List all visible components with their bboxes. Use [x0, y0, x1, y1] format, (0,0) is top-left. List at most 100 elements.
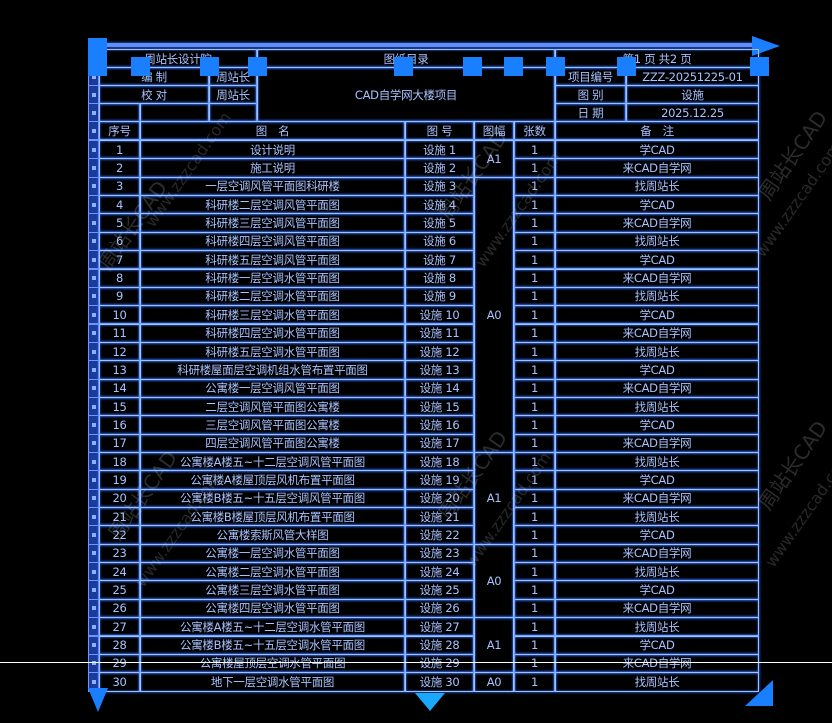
cell-code: 设施 21 [405, 507, 474, 527]
row-handle[interactable] [88, 617, 99, 637]
cell-code: 设施 7 [405, 250, 474, 270]
row-handle[interactable] [88, 158, 99, 178]
row-handle[interactable] [88, 562, 99, 582]
row-handle[interactable] [88, 231, 99, 252]
col-header-remark: 备 注 [555, 121, 759, 140]
cell-no: 19 [99, 470, 140, 490]
cell-code: 设施 18 [405, 452, 474, 472]
row-handle[interactable] [88, 635, 99, 655]
grip-handle[interactable] [504, 57, 523, 76]
crosshair-line [0, 662, 832, 663]
cell-name: 科研楼三层空调风管平面图 [140, 213, 405, 233]
cell-remark: 找周站长 [555, 286, 759, 307]
row-handle[interactable] [88, 378, 99, 398]
cell-name: 二层空调风管平面图公寓楼 [140, 396, 405, 417]
cell-no: 26 [99, 598, 140, 619]
cell-sheets: 1 [514, 672, 555, 692]
row-handle[interactable] [88, 415, 99, 435]
row-handle[interactable] [88, 176, 99, 197]
row-handle[interactable] [88, 140, 99, 160]
row-handle[interactable] [88, 488, 99, 509]
cell-code: 设施 17 [405, 433, 474, 453]
row-handle[interactable] [88, 286, 99, 307]
cell-no: 7 [99, 250, 140, 270]
cell-name: 科研楼一层空调水管平面图 [140, 268, 405, 288]
row-handle[interactable] [88, 305, 99, 325]
cell-name: 公寓楼B楼五~十五层空调风管平面图 [140, 488, 405, 509]
project-no: ZZZ-20251225-01 [626, 67, 759, 86]
grip-handle[interactable] [546, 57, 565, 76]
row-handle[interactable] [88, 598, 99, 619]
arrow-grip-down-icon[interactable] [88, 688, 108, 712]
cell-remark: 来CAD自学网 [555, 598, 759, 619]
cell-no: 29 [99, 653, 140, 674]
row-handle[interactable] [88, 268, 99, 288]
cell-remark: 找周站长 [555, 617, 759, 637]
cell-remark: 来CAD自学网 [555, 158, 759, 178]
grip-handle[interactable] [131, 57, 150, 76]
cell-no: 16 [99, 415, 140, 435]
cell-no: 3 [99, 176, 140, 197]
cell-no: 21 [99, 507, 140, 527]
cell-code: 设施 5 [405, 213, 474, 233]
row-handle[interactable] [88, 580, 99, 600]
grip-handle[interactable] [88, 38, 107, 57]
row-handle[interactable] [88, 543, 99, 564]
row-handle[interactable] [88, 195, 99, 215]
empty-cell [140, 103, 209, 122]
cell-name: 公寓楼B楼屋顶层风机布置平面图 [140, 507, 405, 527]
grip-handle[interactable] [248, 57, 267, 76]
cell-remark: 来CAD自学网 [555, 213, 759, 233]
cell-code: 设施 25 [405, 580, 474, 600]
row-handle[interactable] [88, 653, 99, 674]
cell-sheets: 1 [514, 140, 555, 160]
row-handle[interactable] [88, 470, 99, 490]
cell-remark: 找周站长 [555, 341, 759, 362]
cell-code: 设施 2 [405, 158, 474, 178]
row-handle[interactable] [88, 452, 99, 472]
cell-no: 4 [99, 195, 140, 215]
cell-size: A0 [474, 543, 514, 619]
grip-handle[interactable] [463, 57, 482, 76]
category: 设施 [626, 85, 759, 104]
grip-handle[interactable] [394, 57, 413, 76]
row-handle[interactable] [88, 525, 99, 545]
row-handle[interactable] [88, 433, 99, 453]
row-handle[interactable] [88, 360, 99, 380]
row-handle[interactable] [88, 213, 99, 233]
cell-code: 设施 6 [405, 231, 474, 252]
cell-sheets: 1 [514, 598, 555, 619]
cell-remark: 来CAD自学网 [555, 433, 759, 453]
row-handle[interactable] [88, 250, 99, 270]
row-handle[interactable] [88, 121, 99, 140]
row-handle[interactable] [88, 507, 99, 527]
company-cell: 周站长设计院 [99, 49, 257, 68]
watermark-brand: 周站长CAD [753, 416, 832, 515]
cell-no: 30 [99, 672, 140, 692]
cell-name: 一层空调风管平面图科研楼 [140, 176, 405, 197]
cell-remark: 学CAD [555, 525, 759, 545]
date-label: 日 期 [555, 103, 626, 122]
cell-name: 公寓楼一层空调风管平面图 [140, 378, 405, 398]
row-handle[interactable] [88, 85, 99, 104]
cell-no: 5 [99, 213, 140, 233]
grip-handle[interactable] [750, 57, 769, 76]
row-handle[interactable] [88, 323, 99, 343]
row-handle[interactable] [88, 341, 99, 362]
cell-remark: 找周站长 [555, 396, 759, 417]
arrow-grip-corner-icon[interactable] [745, 680, 773, 706]
row-handle[interactable] [88, 103, 99, 122]
row-handle[interactable] [88, 396, 99, 417]
cell-no: 24 [99, 562, 140, 582]
cell-name: 公寓楼A楼屋顶层风机布置平面图 [140, 470, 405, 490]
arrow-grip-down-icon[interactable] [415, 693, 445, 711]
cell-name: 科研楼二层空调水管平面图 [140, 286, 405, 307]
cell-sheets: 1 [514, 415, 555, 435]
grip-handle[interactable] [617, 57, 636, 76]
grip-handle[interactable] [200, 57, 219, 76]
cell-code: 设施 3 [405, 176, 474, 197]
cell-remark: 来CAD自学网 [555, 653, 759, 674]
arrow-grip-right-icon[interactable] [752, 36, 780, 56]
cell-size: A1 [474, 617, 514, 674]
grip-handle[interactable] [88, 57, 107, 76]
